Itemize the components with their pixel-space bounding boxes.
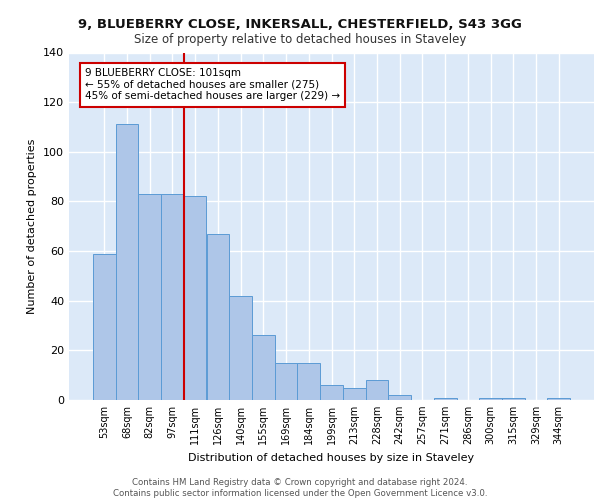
Bar bbox=[502, 398, 524, 400]
Text: Contains HM Land Registry data © Crown copyright and database right 2024.
Contai: Contains HM Land Registry data © Crown c… bbox=[113, 478, 487, 498]
Bar bbox=[93, 254, 116, 400]
Bar bbox=[139, 194, 161, 400]
Bar bbox=[365, 380, 388, 400]
Bar bbox=[184, 196, 206, 400]
Bar bbox=[343, 388, 365, 400]
Text: 9, BLUEBERRY CLOSE, INKERSALL, CHESTERFIELD, S43 3GG: 9, BLUEBERRY CLOSE, INKERSALL, CHESTERFI… bbox=[78, 18, 522, 30]
Bar bbox=[275, 363, 298, 400]
Bar bbox=[298, 363, 320, 400]
Bar bbox=[320, 385, 343, 400]
Bar bbox=[388, 395, 411, 400]
Bar bbox=[434, 398, 457, 400]
Bar bbox=[479, 398, 502, 400]
Bar bbox=[206, 234, 229, 400]
Bar bbox=[161, 194, 184, 400]
Y-axis label: Number of detached properties: Number of detached properties bbox=[28, 138, 37, 314]
Bar bbox=[547, 398, 570, 400]
Bar bbox=[229, 296, 252, 400]
Text: 9 BLUEBERRY CLOSE: 101sqm
← 55% of detached houses are smaller (275)
45% of semi: 9 BLUEBERRY CLOSE: 101sqm ← 55% of detac… bbox=[85, 68, 340, 102]
Bar bbox=[252, 336, 275, 400]
Text: Size of property relative to detached houses in Staveley: Size of property relative to detached ho… bbox=[134, 32, 466, 46]
X-axis label: Distribution of detached houses by size in Staveley: Distribution of detached houses by size … bbox=[188, 452, 475, 462]
Bar bbox=[116, 124, 139, 400]
